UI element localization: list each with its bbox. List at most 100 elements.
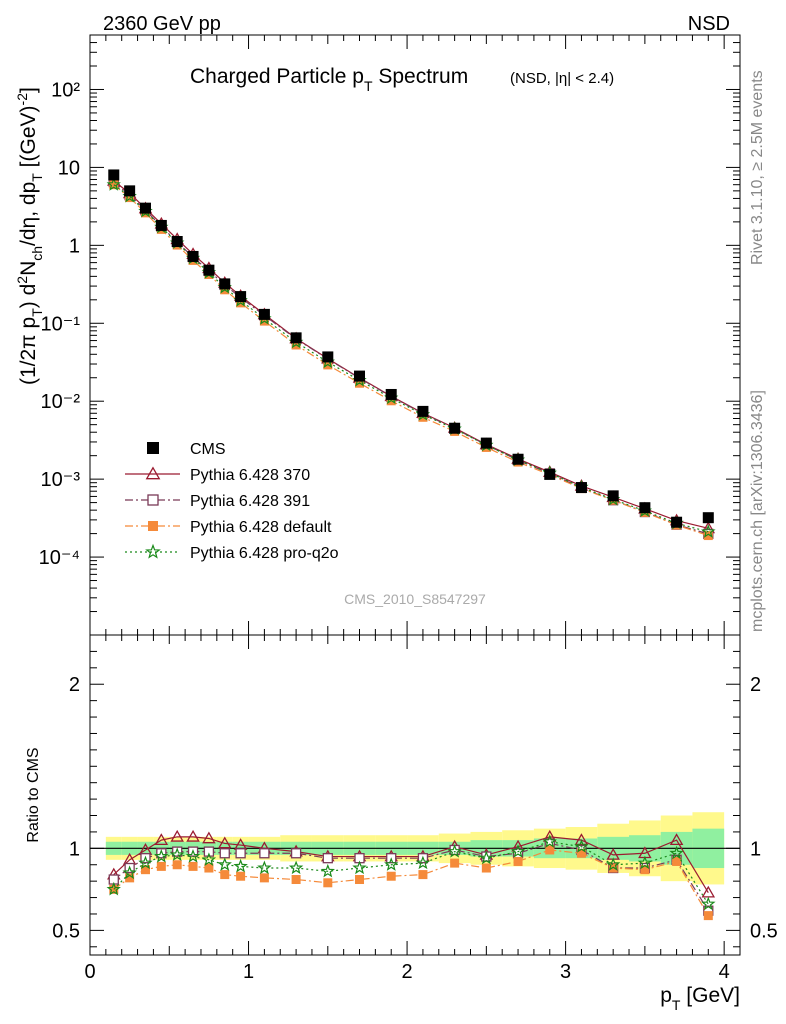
- ratio-marker-pythia-6-428-default: [323, 878, 333, 888]
- ratio-marker-pythia-6-428-pro-q2o: [606, 857, 621, 871]
- ratio-marker-pythia-6-428-pro-q2o: [201, 852, 217, 866]
- header-left: 2360 GeV pp: [103, 13, 221, 35]
- main-panel: 10⁻⁴ 10⁻³ 10⁻² 10⁻¹ 1 10 10² Charged Particle …: [14, 34, 741, 636]
- ratio-marker-pythia-6-428-370: [218, 836, 232, 849]
- ratio-marker-pythia-6-428-default: [418, 870, 428, 880]
- cms-point: [108, 169, 120, 181]
- y-tick-label-main: 10⁻³: [41, 469, 81, 491]
- rivet-version-text: Rivet 3.1.10, ≥ 2.5M events: [749, 70, 766, 265]
- x-tick-label: 4: [719, 961, 730, 983]
- ratio-marker-pythia-6-428-pro-q2o: [122, 865, 137, 880]
- cms-point: [290, 332, 302, 344]
- marker-pythia-6-428-default: [125, 193, 135, 203]
- ratio-panel: 0.5 0.5 1 1 2 2 Ratio to CMS: [25, 634, 778, 956]
- legend: CMS Pythia 6.428 370 Pythia 6.428 391 Pythi…: [125, 441, 339, 562]
- ratio-marker-pythia-6-428-default: [545, 845, 555, 855]
- ratio-marker-pythia-6-428-391: [322, 853, 333, 864]
- ratio-marker-pythia-6-428-default: [188, 861, 198, 871]
- main-ticks: 10⁻⁴ 10⁻³ 10⁻² 10⁻¹ 1 10 10²: [39, 34, 740, 636]
- ratio-y-axis-label: Ratio to CMS: [25, 747, 42, 842]
- ratio-marker-pythia-6-428-default: [481, 863, 491, 873]
- ratio-marker-pythia-6-428-default: [576, 848, 586, 858]
- ratio-marker-pythia-6-428-pro-q2o: [138, 855, 153, 870]
- ratio-marker-pythia-6-428-pro-q2o: [170, 847, 185, 861]
- ratio-marker-pythia-6-428-pro-q2o: [574, 839, 589, 853]
- cms-point: [607, 490, 619, 502]
- mcplots-text: mcplots.cern.ch [arXiv:1306.3436]: [749, 390, 766, 632]
- ratio-marker-pythia-6-428-default: [156, 861, 166, 871]
- cms-point: [480, 437, 492, 449]
- legend-label: Pythia 6.428 391: [190, 493, 310, 510]
- marker-pythia-6-428-default: [703, 531, 713, 541]
- ratio-marker-pythia-6-428-default: [140, 865, 150, 875]
- ratio-marker-pythia-6-428-370: [669, 833, 684, 845]
- ratio-marker-pythia-6-428-391: [156, 848, 167, 859]
- cms-point: [354, 370, 366, 382]
- ratio-marker-pythia-6-428-pro-q2o: [185, 849, 201, 863]
- cms-point: [124, 185, 136, 197]
- ratio-marker-pythia-6-428-default: [355, 875, 365, 885]
- ratio-marker-pythia-6-428-370: [574, 833, 589, 845]
- ratio-marker-pythia-6-428-pro-q2o: [510, 844, 526, 858]
- legend-marker: [145, 466, 161, 480]
- legend-marker: [145, 543, 161, 559]
- ratio-marker-pythia-6-428-391: [235, 848, 246, 859]
- ratio-marker-pythia-6-428-default: [672, 856, 682, 866]
- ratio-marker-pythia-6-428-default: [172, 860, 182, 870]
- ratio-marker-pythia-6-428-370: [186, 829, 200, 842]
- ratio-marker-pythia-6-428-pro-q2o: [701, 896, 716, 911]
- y-tick-label-ratio-right: 0.5: [750, 920, 778, 942]
- cms-point: [639, 502, 651, 514]
- ratio-ticks: 0.5 0.5 1 1 2 2: [52, 635, 778, 955]
- cms-point: [219, 278, 231, 290]
- ratio-marker-pythia-6-428-pro-q2o: [542, 834, 557, 848]
- ratio-marker-pythia-6-428-370: [202, 831, 216, 844]
- marker-pythia-6-428-pro-q2o: [106, 177, 121, 191]
- cms-point: [417, 405, 429, 417]
- cms-point: [139, 202, 151, 214]
- analysis-watermark: CMS_2010_S8547297: [344, 591, 486, 607]
- ratio-marker-pythia-6-428-pro-q2o: [233, 858, 248, 873]
- cms-point: [512, 453, 524, 465]
- cms-point: [322, 351, 334, 363]
- y-tick-label-ratio-right: 2: [750, 674, 761, 696]
- marker-pythia-6-428-pro-q2o: [701, 524, 716, 538]
- legend-marker: [147, 442, 159, 454]
- main-frame: [89, 34, 741, 636]
- y-tick-label-main: 1: [69, 235, 80, 257]
- ratio-marker-pythia-6-428-default: [703, 911, 713, 921]
- ratio-curves: [106, 829, 716, 921]
- chart-title-suffix: (NSD, |η| < 2.4): [510, 70, 614, 87]
- ratio-marker-pythia-6-428-370: [170, 829, 184, 842]
- legend-marker: [148, 521, 158, 531]
- cms-data-points: [108, 169, 714, 528]
- y-tick-label-main: 10: [58, 157, 80, 179]
- cms-point: [171, 236, 183, 248]
- ratio-marker-pythia-6-428-default: [259, 873, 269, 883]
- legend-label: Pythia 6.428 default: [190, 519, 332, 536]
- legend-marker: [147, 494, 159, 506]
- ratio-marker-pythia-6-428-pro-q2o: [415, 855, 431, 870]
- ratio-marker-pythia-6-428-pro-q2o: [320, 863, 335, 878]
- ratio-marker-pythia-6-428-default: [640, 865, 650, 875]
- y-tick-label-ratio: 1: [69, 838, 80, 860]
- cms-point: [203, 264, 215, 276]
- ratio-marker-pythia-6-428-pro-q2o: [106, 881, 121, 896]
- ratio-frame: [89, 634, 741, 956]
- cms-point: [575, 482, 587, 494]
- ratio-marker-pythia-6-428-default: [125, 873, 135, 883]
- ratio-marker-pythia-6-428-default: [204, 863, 214, 873]
- y-tick-label-ratio-right: 1: [750, 838, 761, 860]
- y-tick-label-main: 10²: [51, 79, 80, 101]
- cms-point: [258, 308, 270, 320]
- x-axis-label: pT [GeV]: [660, 984, 740, 1013]
- legend-label: Pythia 6.428 pro-q2o: [190, 545, 339, 562]
- x-tick-label: 3: [560, 961, 571, 983]
- ratio-marker-pythia-6-428-pro-q2o: [669, 845, 684, 860]
- header-right: NSD: [688, 13, 730, 35]
- legend-label: Pythia 6.428 370: [190, 467, 310, 484]
- y-tick-label-main: 10⁻⁴: [39, 547, 80, 569]
- y-tick-label-main: 10⁻¹: [41, 313, 81, 335]
- cms-point: [671, 516, 683, 528]
